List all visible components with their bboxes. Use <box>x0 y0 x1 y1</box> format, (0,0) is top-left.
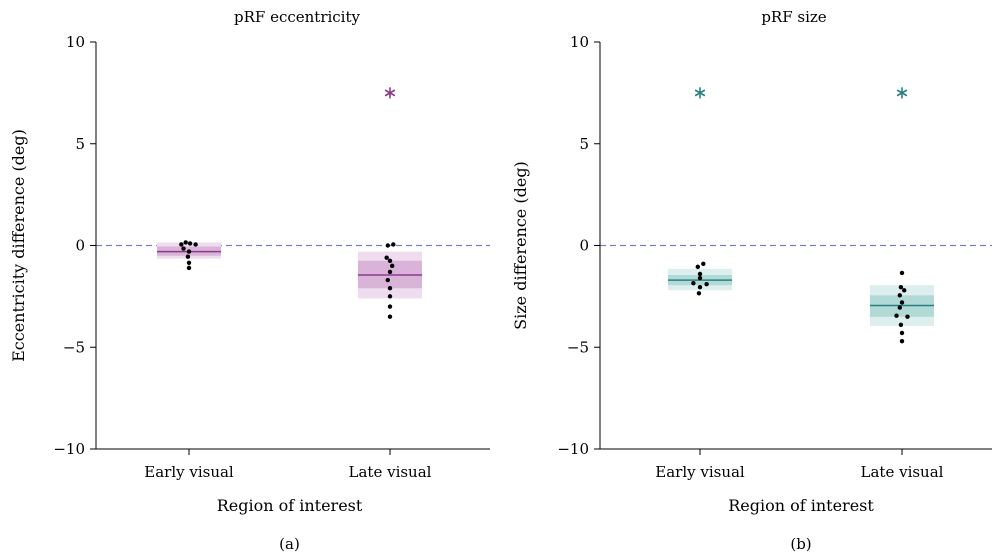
data-point <box>387 304 393 309</box>
data-point <box>187 241 193 246</box>
data-point <box>899 338 905 344</box>
data-point <box>385 243 390 248</box>
x-tick-label: Late visual <box>861 463 944 481</box>
data-point <box>695 264 700 270</box>
data-point <box>898 322 904 328</box>
category-group-late-visual <box>870 87 934 344</box>
category-group-early-visual <box>668 87 732 296</box>
data-point <box>387 314 393 319</box>
panel-b: pRF size 10 5 0 −5 −10 Early visual Late visual… <box>511 8 992 553</box>
significance-asterisk-icon <box>896 87 908 99</box>
data-point <box>385 277 390 283</box>
y-tick-label: 5 <box>75 135 85 153</box>
y-tick-label: −10 <box>557 440 589 458</box>
y-tick-label: −10 <box>53 440 85 458</box>
panel-a: pRF eccentricity 10 5 0 −5 −10 Early visual Lat… <box>9 8 490 553</box>
category-group-late-visual <box>358 87 422 319</box>
x-axis-title: Region of interest <box>728 496 874 515</box>
data-point <box>905 314 910 319</box>
data-point <box>193 242 198 247</box>
data-point <box>390 263 395 269</box>
y-tick-label: −5 <box>63 338 85 356</box>
data-point <box>186 265 192 271</box>
data-point <box>391 242 396 247</box>
panel-caption: (b) <box>790 535 811 553</box>
x-tick-label: Early visual <box>144 463 234 481</box>
panel-title: pRF size <box>761 8 826 26</box>
y-tick-label: −5 <box>567 338 589 356</box>
y-axis-title: Size difference (deg) <box>511 161 530 330</box>
panel-title: pRF eccentricity <box>234 8 361 26</box>
data-point <box>185 254 191 259</box>
data-point <box>691 280 696 286</box>
data-point <box>902 288 907 293</box>
x-tick-label: Late visual <box>349 463 432 481</box>
data-point <box>894 313 899 318</box>
x-axis-title: Region of interest <box>217 496 363 515</box>
y-tick-label: 0 <box>75 237 85 255</box>
data-point <box>387 286 393 291</box>
data-point <box>697 271 703 277</box>
data-point <box>704 281 709 287</box>
y-axis-title: Eccentricity difference (deg) <box>9 129 28 362</box>
data-point <box>899 300 905 305</box>
x-tick-label: Early visual <box>655 463 745 481</box>
data-point <box>186 249 192 254</box>
data-point <box>387 294 393 299</box>
data-point <box>387 269 393 275</box>
y-tick-label: 0 <box>579 237 589 255</box>
data-point <box>898 285 904 290</box>
data-point <box>697 275 703 281</box>
data-point <box>181 246 186 251</box>
significance-asterisk-icon <box>694 87 706 99</box>
data-point <box>183 240 188 245</box>
data-point <box>387 258 393 263</box>
y-tick-label: 10 <box>66 33 85 51</box>
data-point <box>897 305 902 310</box>
data-point <box>701 261 706 267</box>
y-tick-label: 10 <box>570 33 589 51</box>
panel-caption: (a) <box>279 535 300 553</box>
significance-asterisk-icon <box>384 87 396 99</box>
data-point <box>697 285 703 290</box>
y-tick-label: 5 <box>579 135 589 153</box>
data-point <box>899 270 905 276</box>
data-point <box>179 242 184 247</box>
data-point <box>899 330 905 336</box>
data-point <box>696 291 702 296</box>
category-group-early-visual <box>157 240 221 271</box>
data-point <box>186 260 192 265</box>
data-point <box>384 255 389 260</box>
data-point <box>897 293 902 298</box>
